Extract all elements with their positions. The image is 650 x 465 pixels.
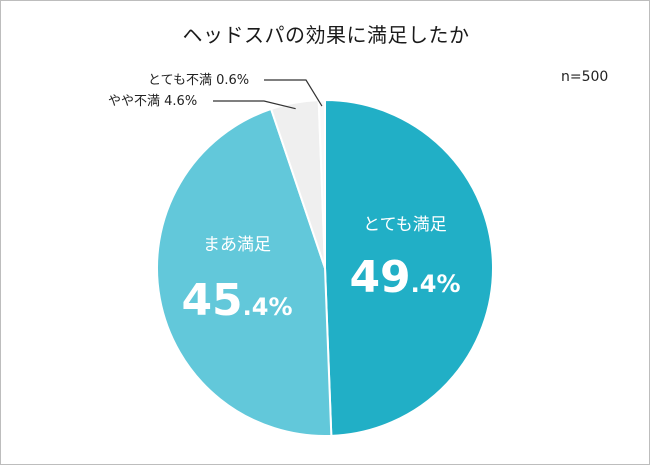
slice-value-text: 0.6% <box>216 73 249 88</box>
slice-value-1: 49.4% <box>349 252 460 303</box>
pie-slice-2 <box>156 107 333 437</box>
pie-slices <box>156 98 494 437</box>
slice-value-2: 45.4% <box>181 275 292 326</box>
slice-label-text: とても不満 <box>148 73 216 88</box>
pie-slice-1 <box>324 98 494 437</box>
slice-value-text: 4.6% <box>164 94 197 109</box>
slice-value-integer: 49 <box>349 252 410 303</box>
slice-label-4: とても不満 0.6% <box>148 73 249 88</box>
slice-value-decimal: .4% <box>411 270 461 298</box>
slice-label-text: やや不満 <box>108 94 164 109</box>
slice-value-integer: 45 <box>181 275 242 326</box>
sample-size-note: n=500 <box>561 69 609 85</box>
chart-title: ヘッドスパの効果に満足したか <box>182 23 470 47</box>
leader-lines <box>213 79 323 110</box>
slice-label-2: まあ満足 <box>203 235 271 255</box>
slice-label-3: やや不満 4.6% <box>108 94 197 109</box>
slice-label-1: とても満足 <box>363 215 447 235</box>
slice-value-decimal: .4% <box>243 293 293 321</box>
leader-line-4 <box>264 79 323 107</box>
leader-line-3 <box>213 100 296 110</box>
